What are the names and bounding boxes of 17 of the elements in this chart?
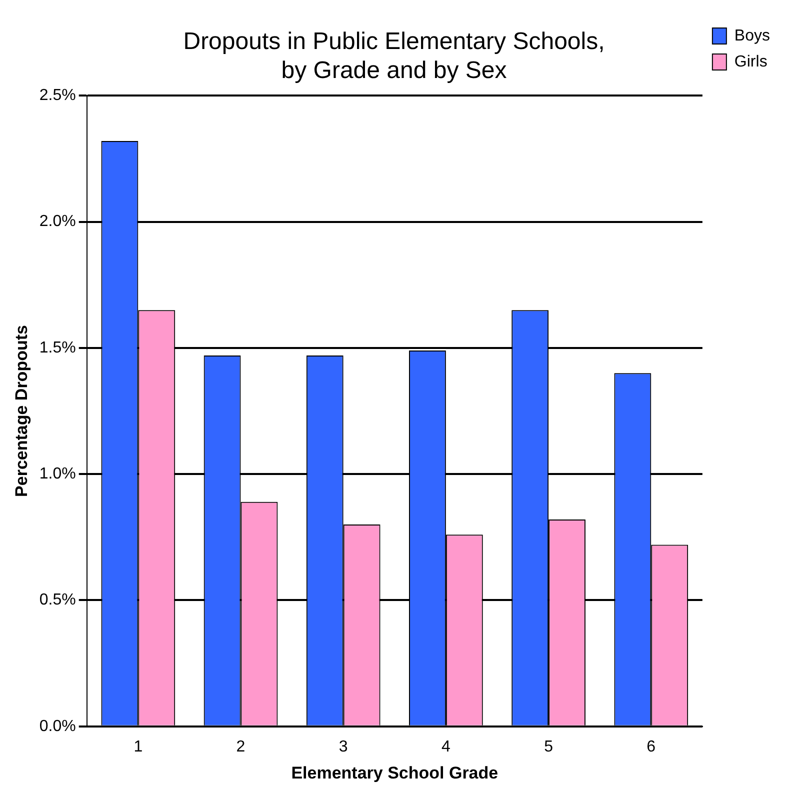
- x-tick-label: 4: [441, 738, 450, 756]
- x-tick-label: 1: [134, 738, 143, 756]
- y-axis-title: Percentage Dropouts: [12, 325, 31, 497]
- x-tick-label: 5: [544, 738, 554, 756]
- x-tick-label: 6: [646, 738, 656, 756]
- y-tick-label: 2.5%: [39, 87, 76, 104]
- y-tick-label: 0.0%: [39, 718, 76, 735]
- y-tick-label: 2.0%: [39, 213, 76, 230]
- x-tick-label: 2: [236, 738, 246, 756]
- y-tick-label: 0.5%: [39, 592, 76, 609]
- y-tick-label: 1.0%: [39, 465, 76, 482]
- legend-label: Boys: [734, 27, 770, 44]
- x-tick-label: 3: [338, 738, 348, 756]
- x-axis-title: Elementary School Grade: [291, 763, 498, 782]
- legend-label: Girls: [734, 53, 768, 70]
- chart-title: Dropouts in Public Elementary Schools, by Grade and by Sex: [183, 28, 605, 84]
- y-tick-label: 1.5%: [39, 339, 76, 356]
